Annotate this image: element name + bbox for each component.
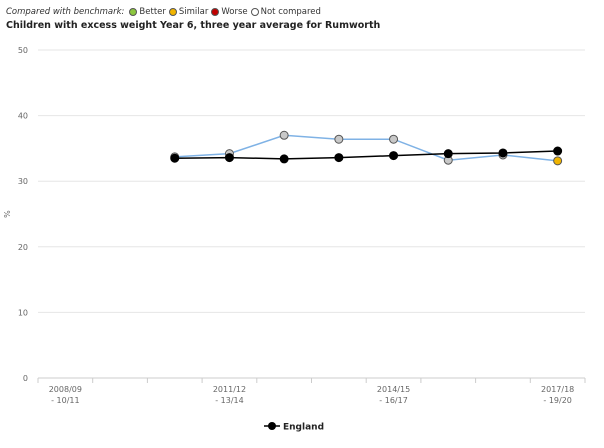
x-tick-label: 2011/12 - 13/14 [213,385,246,405]
england-data-point [443,149,453,159]
x-tick-label-line2: - 16/17 [379,396,407,405]
benchmark-item-similar-label: Similar [178,7,209,17]
x-tick-label-line2: - 19/20 [543,396,571,405]
similar-swatch-icon [168,8,177,16]
chart-title: Children with excess weight Year 6, thre… [6,20,381,31]
y-tick-label: 30 [18,177,28,186]
england-data-point [498,148,508,158]
x-tick-label: 2014/15 - 16/17 [377,385,410,405]
england-data-point [279,154,289,164]
benchmark-legend-lead: Compared with benchmark: [6,7,125,17]
benchmark-item-worse: Worse [211,7,248,17]
legend-england-label: England [283,423,324,433]
area-data-point [389,134,399,144]
area-series-line [174,134,558,162]
y-tick-label: 40 [18,112,28,121]
x-tick-label-line2: - 10/11 [51,396,79,405]
y-tick-label: 10 [18,308,28,317]
x-tick-label: 2017/18 - 19/20 [541,385,574,405]
benchmark-item-not-compared-label: Not compared [260,7,321,17]
x-tick-label-line1: 2008/09 [49,385,82,394]
area-data-point [334,134,344,144]
x-tick-label: 2008/09 - 10/11 [49,385,82,405]
not-compared-swatch-icon [250,8,259,16]
y-tick-label: 0 [23,374,28,383]
england-data-point [553,146,563,156]
benchmark-item-not-compared: Not compared [250,7,321,17]
x-tick-label-line2: - 13/14 [215,396,243,405]
better-swatch-icon [129,8,138,16]
england-series-line [174,150,558,160]
y-axis-label: % [3,210,12,218]
england-data-point [389,151,399,161]
benchmark-item-worse-label: Worse [221,7,248,17]
benchmark-item-better: Better [129,7,166,17]
worse-swatch-icon [211,8,220,16]
england-data-point [224,153,234,163]
area-data-point [279,130,289,140]
x-tick-label-line1: 2014/15 [377,385,410,394]
benchmark-legend: Compared with benchmark: Better Similar … [6,5,324,19]
y-tick-label: 20 [18,243,28,252]
benchmark-item-better-label: Better [139,7,166,17]
x-tick-label-line1: 2017/18 [541,385,574,394]
england-data-point [334,153,344,163]
benchmark-item-similar: Similar [168,7,209,17]
england-data-point [170,153,180,163]
legend-england-marker [268,422,276,430]
x-tick-label-line1: 2011/12 [213,385,246,394]
y-tick-label: 50 [18,46,28,55]
area-data-point [553,156,563,166]
